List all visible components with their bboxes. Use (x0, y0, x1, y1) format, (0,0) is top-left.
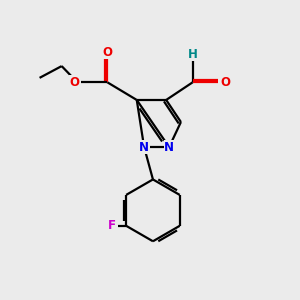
Text: O: O (69, 76, 79, 89)
Text: N: N (139, 141, 149, 154)
Text: F: F (107, 219, 116, 232)
Text: H: H (188, 48, 198, 61)
Text: O: O (102, 46, 112, 59)
Text: N: N (164, 141, 174, 154)
Text: O: O (220, 76, 230, 89)
